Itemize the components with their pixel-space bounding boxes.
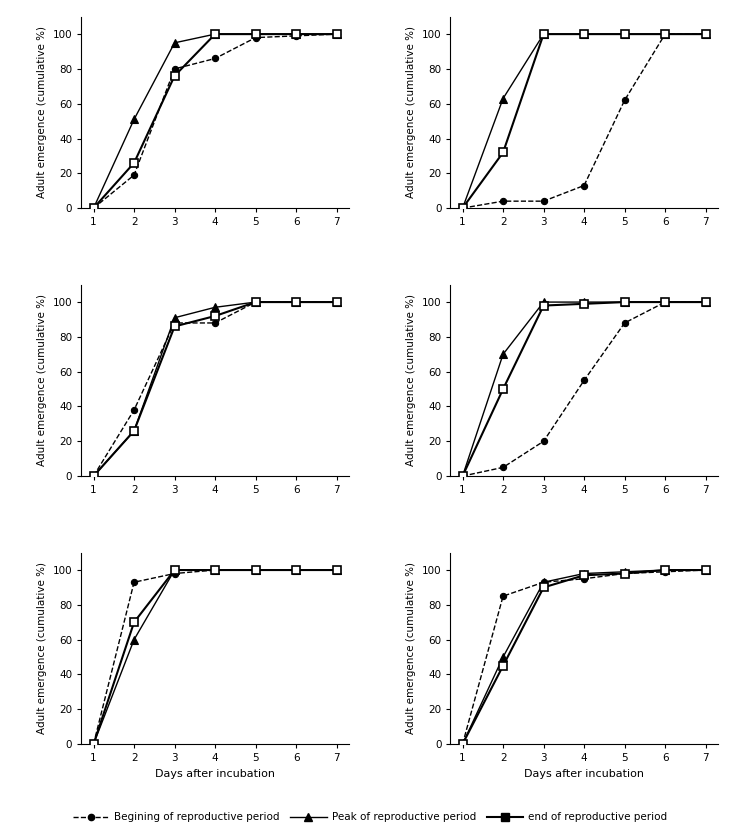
Y-axis label: Adult emergence (cumulative %): Adult emergence (cumulative %) [37,27,47,198]
X-axis label: Days after incubation: Days after incubation [524,768,644,778]
Y-axis label: Adult emergence (cumulative %): Adult emergence (cumulative %) [406,27,416,198]
Y-axis label: Adult emergence (cumulative %): Adult emergence (cumulative %) [406,294,416,466]
Y-axis label: Adult emergence (cumulative %): Adult emergence (cumulative %) [37,294,47,466]
Legend: Begining of reproductive period, Peak of reproductive period, end of reproductiv: Begining of reproductive period, Peak of… [69,808,671,827]
X-axis label: Days after incubation: Days after incubation [155,768,275,778]
Y-axis label: Adult emergence (cumulative %): Adult emergence (cumulative %) [37,563,47,734]
Y-axis label: Adult emergence (cumulative %): Adult emergence (cumulative %) [406,563,416,734]
